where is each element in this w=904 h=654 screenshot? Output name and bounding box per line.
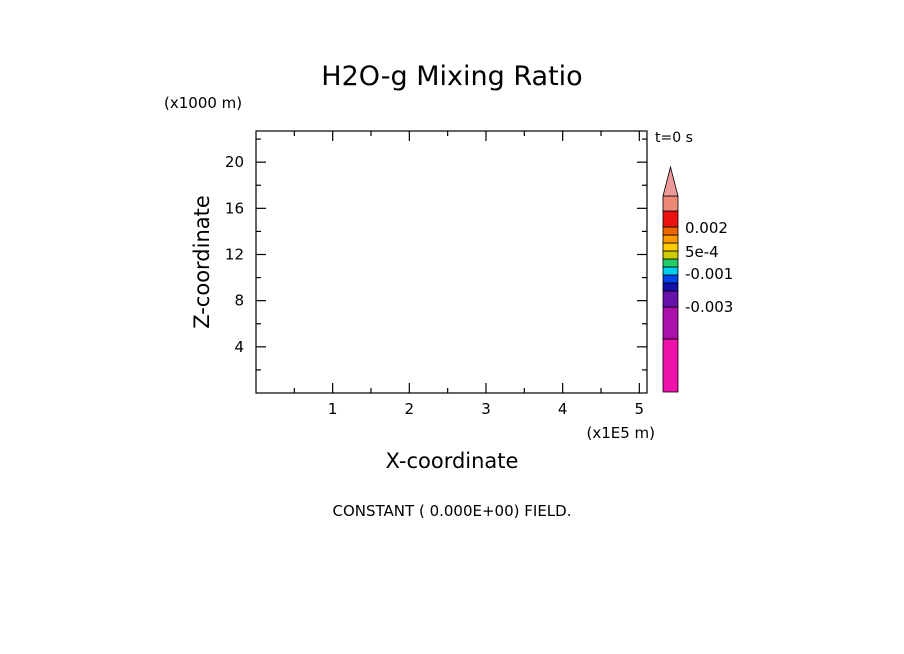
x-unit-label: (x1E5 m) <box>586 424 655 442</box>
x-axis-label: X-coordinate <box>386 449 519 473</box>
colorbar-label: 0.002 <box>685 219 728 237</box>
y-tick-label: 12 <box>225 245 244 263</box>
x-tick-label: 4 <box>558 400 568 418</box>
colorbar-swatch <box>662 266 679 276</box>
colorbar-swatch <box>662 282 679 292</box>
colorbar-swatch <box>662 210 679 228</box>
plot-frame <box>255 130 648 394</box>
y-unit-label: (x1000 m) <box>164 94 242 112</box>
chart-title: H2O-g Mixing Ratio <box>321 61 582 92</box>
colorbar-swatch <box>662 274 679 284</box>
x-tick-label: 1 <box>328 400 338 418</box>
colorbar-label: 5e-4 <box>685 243 719 261</box>
field-note: CONSTANT ( 0.000E+00) FIELD. <box>333 502 572 520</box>
colorbar: -0.003 -0.001 5e-4 0.002 <box>662 165 733 393</box>
colorbar-swatch <box>662 338 679 393</box>
y-tick-label: 20 <box>225 153 244 171</box>
colorbar-label: -0.001 <box>685 265 733 283</box>
colorbar-triangle <box>662 165 679 197</box>
y-axis-label: Z-coordinate <box>190 195 214 329</box>
time-label: t=0 s <box>655 130 693 146</box>
y-tick-label: 8 <box>234 292 244 310</box>
colorbar-swatch <box>662 258 679 268</box>
colorbar-swatch <box>662 195 679 212</box>
colorbar-swatch <box>662 242 679 252</box>
y-tick-label: 16 <box>225 199 244 217</box>
colorbar-swatch <box>662 306 679 340</box>
colorbar-swatch <box>662 290 679 308</box>
colorbar-swatch <box>662 226 679 236</box>
x-tick-label: 5 <box>635 400 645 418</box>
x-tick-label: 3 <box>481 400 491 418</box>
colorbar-label: -0.003 <box>685 298 733 316</box>
colorbar-swatch <box>662 234 679 244</box>
colorbar-swatch <box>662 250 679 260</box>
x-tick-label: 2 <box>405 400 415 418</box>
y-tick-label: 4 <box>234 338 244 356</box>
